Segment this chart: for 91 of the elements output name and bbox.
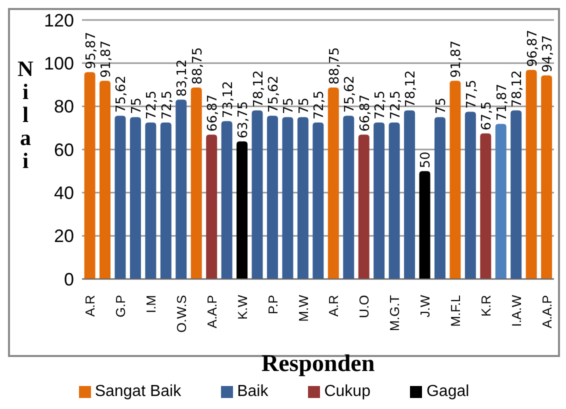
x-tick-label: G.P <box>113 295 128 318</box>
bar <box>419 171 430 279</box>
bar <box>221 121 232 279</box>
bar <box>100 80 111 279</box>
bar <box>206 134 218 279</box>
bar <box>145 122 156 279</box>
data-label: 77,5 <box>464 80 480 109</box>
y-tick-label: 20 <box>54 226 74 246</box>
data-label: 91,87 <box>449 40 464 78</box>
bar <box>266 116 278 279</box>
bar <box>190 87 202 279</box>
data-label: 50 <box>418 152 434 168</box>
data-label: 75,62 <box>266 76 282 113</box>
bar <box>450 80 461 279</box>
data-label: 78,12 <box>404 70 419 108</box>
x-tick-label: U.O <box>356 295 372 318</box>
data-label: 75,62 <box>114 76 130 113</box>
legend-label: Cukup <box>324 383 370 400</box>
legend-label: Gagal <box>426 383 470 400</box>
x-tick-label: I.M <box>144 295 159 314</box>
data-label: 73,12 <box>220 80 236 118</box>
bar <box>480 133 492 279</box>
data-label: 95,87 <box>84 32 99 70</box>
y-tick-label: 80 <box>54 96 74 117</box>
data-label: 66,87 <box>358 94 373 132</box>
data-label: 78,12 <box>510 70 526 108</box>
data-label: 78,12 <box>251 70 266 108</box>
bar <box>312 122 324 279</box>
y-axis-title: Nilai <box>13 56 38 171</box>
x-tick-label: K.W <box>234 294 250 320</box>
y-tick-label: 40 <box>54 183 74 204</box>
x-tick-label: A.R <box>82 295 98 317</box>
data-label: 91,87 <box>99 40 114 78</box>
data-label: 67,5 <box>480 101 495 130</box>
bar <box>176 100 187 279</box>
x-tick-label: A.R <box>326 295 342 317</box>
data-label: 66,87 <box>206 94 221 132</box>
x-tick-label: A.A.P <box>539 295 554 328</box>
data-label: 72,5 <box>144 90 160 120</box>
y-tick-label: 100 <box>44 54 74 74</box>
data-label: 72,5 <box>388 90 404 120</box>
bar <box>464 112 476 279</box>
x-tick-label: K.R <box>478 295 494 317</box>
legend-label: Sangat Baik <box>94 383 182 400</box>
bar <box>282 117 294 279</box>
x-tick-label: P.P <box>265 295 280 314</box>
bar <box>130 117 141 279</box>
data-label: 96,87 <box>525 30 540 67</box>
data-label: 75 <box>282 98 297 114</box>
data-label: 88,75 <box>327 47 342 84</box>
data-label: 72,5 <box>160 90 175 120</box>
bar <box>541 75 552 279</box>
data-label: 75 <box>434 98 449 114</box>
bar <box>297 117 308 279</box>
bar <box>510 110 522 279</box>
data-label: 72,5 <box>373 90 388 120</box>
bar <box>404 110 416 279</box>
bar <box>388 122 400 279</box>
data-label: 63,75 <box>236 101 252 138</box>
data-label: 83,12 <box>175 59 190 97</box>
data-label: 72,5 <box>312 90 328 120</box>
bar <box>374 122 385 279</box>
bar <box>526 70 537 279</box>
legend-label: Baik <box>237 383 268 400</box>
x-tick-label: O.W.S <box>174 294 189 333</box>
bar <box>236 141 248 279</box>
data-label: 75 <box>129 98 144 114</box>
bar <box>114 116 126 279</box>
x-tick-label: M.W <box>296 294 311 322</box>
x-tick-label: M.G.T <box>387 294 402 332</box>
data-label: 88,75 <box>190 47 206 84</box>
y-tick-label: 60 <box>54 140 74 160</box>
data-label: 75 <box>296 98 312 114</box>
bar <box>252 110 263 279</box>
y-tick-label: 120 <box>44 10 74 30</box>
y-tick-label: 0 <box>64 269 74 290</box>
x-axis-title: Responden <box>261 351 375 377</box>
x-tick-label: A.A.P <box>204 295 220 328</box>
data-label: 71,87 <box>494 84 510 121</box>
x-tick-label: M.F.L <box>448 295 464 327</box>
bar <box>434 117 446 279</box>
bar <box>328 87 339 279</box>
data-label: 75,62 <box>342 76 358 113</box>
bar <box>343 116 354 279</box>
x-tick-label: I.A.W <box>508 294 524 327</box>
bar <box>495 124 506 279</box>
x-tick-label: J.W <box>418 294 433 318</box>
bar <box>84 72 96 279</box>
bar <box>358 134 370 279</box>
bar <box>160 122 172 279</box>
data-label: 94,37 <box>540 35 556 72</box>
